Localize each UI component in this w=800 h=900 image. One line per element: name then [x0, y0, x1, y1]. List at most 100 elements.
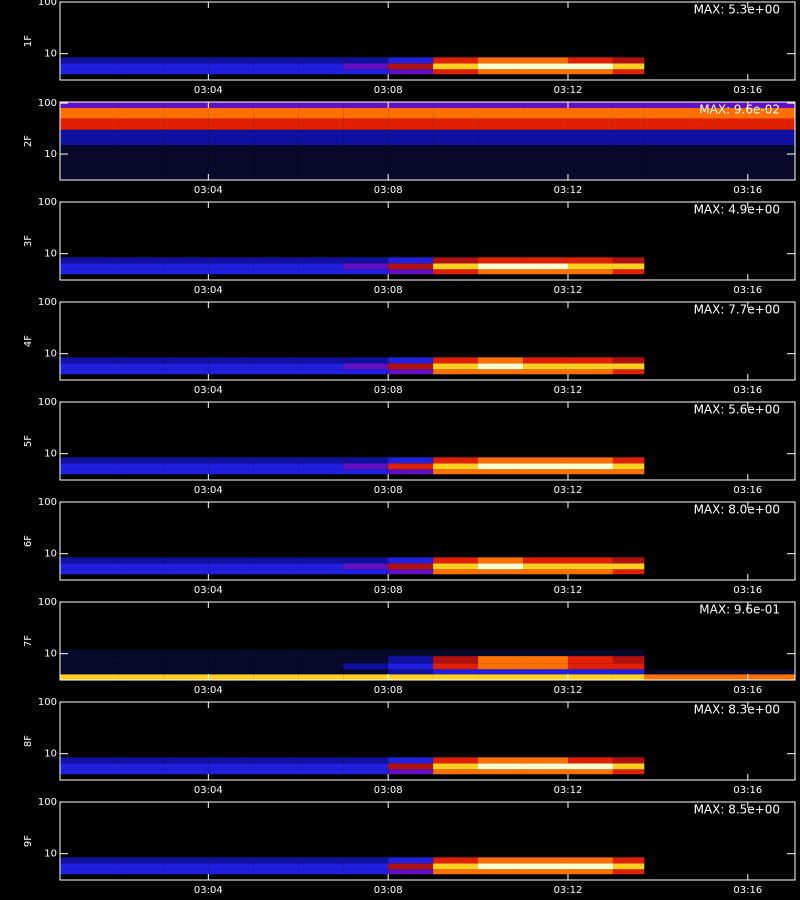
heat-cell: [163, 118, 209, 130]
heat-cell: [433, 857, 479, 864]
x-tick-label: 03:12: [554, 485, 583, 496]
heat-cell: [208, 763, 254, 770]
heat-cell: [118, 557, 164, 564]
heat-cell: [612, 129, 645, 146]
x-tick-label: 03:08: [374, 785, 403, 796]
plot-frame: [59, 1, 796, 81]
y-tick-label: 10: [44, 749, 57, 760]
heat-cell: [253, 257, 299, 264]
heat-cell: [208, 369, 254, 375]
heat-cell: [478, 674, 524, 680]
heat-cell: [644, 69, 795, 75]
heat-cell: [478, 757, 524, 764]
x-tick-label: 03:16: [733, 285, 762, 296]
heat-cell: [118, 863, 164, 870]
heat-cell: [60, 257, 119, 264]
heat-cell: [343, 649, 389, 657]
heat-cell: [208, 118, 254, 130]
heat-cell: [298, 649, 344, 657]
heat-cell: [60, 57, 119, 64]
heat-cell: [478, 463, 524, 470]
heat-cell: [253, 769, 299, 775]
heat-cell: [567, 863, 613, 870]
heat-cell: [433, 769, 479, 775]
x-tick-label: 03:16: [733, 585, 762, 596]
heat-cell: [253, 649, 299, 657]
x-tick-label: 03:16: [733, 85, 762, 96]
heat-cell: [298, 63, 344, 70]
heat-cell: [163, 129, 209, 146]
heat-cell: [60, 108, 119, 119]
heat-cell: [433, 129, 479, 146]
heat-cell: [478, 63, 524, 70]
heat-cell: [208, 145, 254, 180]
heat-cell: [478, 57, 524, 64]
heat-cell: [644, 469, 795, 475]
heat-cell: [523, 357, 568, 364]
heat-cell: [567, 663, 613, 670]
heat-cell: [163, 857, 209, 864]
heat-cell: [433, 102, 479, 109]
heat-cell: [567, 569, 613, 575]
heat-cell: [523, 63, 568, 70]
heat-cell: [612, 69, 645, 75]
heat-cell: [343, 257, 389, 264]
heat-cell: [612, 557, 645, 564]
heat-cell: [118, 257, 164, 264]
heat-cell: [60, 569, 119, 575]
heat-cell: [433, 369, 479, 375]
heat-cell: [612, 563, 645, 570]
heat-cell: [163, 457, 209, 464]
heat-cell: [118, 569, 164, 575]
heat-cell: [343, 369, 389, 375]
annotation: MAX: 8.5e+00: [694, 803, 780, 817]
heat-cell: [343, 469, 389, 475]
plot-frame: [59, 301, 796, 381]
heat-cell: [433, 469, 479, 475]
heat-cell: [644, 257, 795, 264]
heat-cell: [60, 557, 119, 564]
plot-frame: [59, 101, 796, 181]
heat-cell: [567, 369, 613, 375]
y-axis-label: 4F: [23, 335, 34, 347]
heat-cell: [343, 557, 389, 564]
heat-cell: [298, 469, 344, 475]
heat-cell: [388, 357, 434, 364]
heat-cell: [208, 669, 254, 675]
heat-cell: [298, 757, 344, 764]
heat-cell: [343, 118, 389, 130]
y-tick-label: 10: [44, 349, 57, 360]
heat-cell: [612, 257, 645, 264]
annotation: MAX: 8.0e+00: [694, 503, 780, 517]
heat-cell: [612, 757, 645, 764]
heat-cell: [433, 118, 479, 130]
heat-cell: [388, 656, 434, 664]
heat-cell: [644, 129, 795, 146]
heat-cell: [478, 563, 524, 570]
heat-cell: [388, 857, 434, 864]
x-tick-label: 03:16: [733, 485, 762, 496]
heat-cell: [478, 656, 524, 664]
x-tick-label: 03:04: [194, 585, 223, 596]
heat-cell: [388, 763, 434, 770]
heat-cell: [253, 357, 299, 364]
heat-cell: [60, 129, 119, 146]
heat-cell: [567, 108, 613, 119]
heat-cell: [60, 369, 119, 375]
heat-cell: [343, 656, 389, 664]
heat-cell: [208, 656, 254, 664]
heat-cell: [253, 763, 299, 770]
heat-cell: [343, 757, 389, 764]
heat-cell: [388, 257, 434, 264]
heat-cell: [567, 102, 613, 109]
heat-cell: [298, 457, 344, 464]
heat-cell: [208, 263, 254, 270]
annotation: MAX: 5.3e+00: [694, 3, 780, 17]
y-tick-label: 100: [38, 0, 57, 8]
heat-cell: [253, 469, 299, 475]
heat-cell: [612, 656, 645, 664]
heat-cell: [298, 769, 344, 775]
heat-cell: [60, 674, 119, 680]
heat-cell: [343, 463, 389, 470]
heat-cell: [118, 857, 164, 864]
